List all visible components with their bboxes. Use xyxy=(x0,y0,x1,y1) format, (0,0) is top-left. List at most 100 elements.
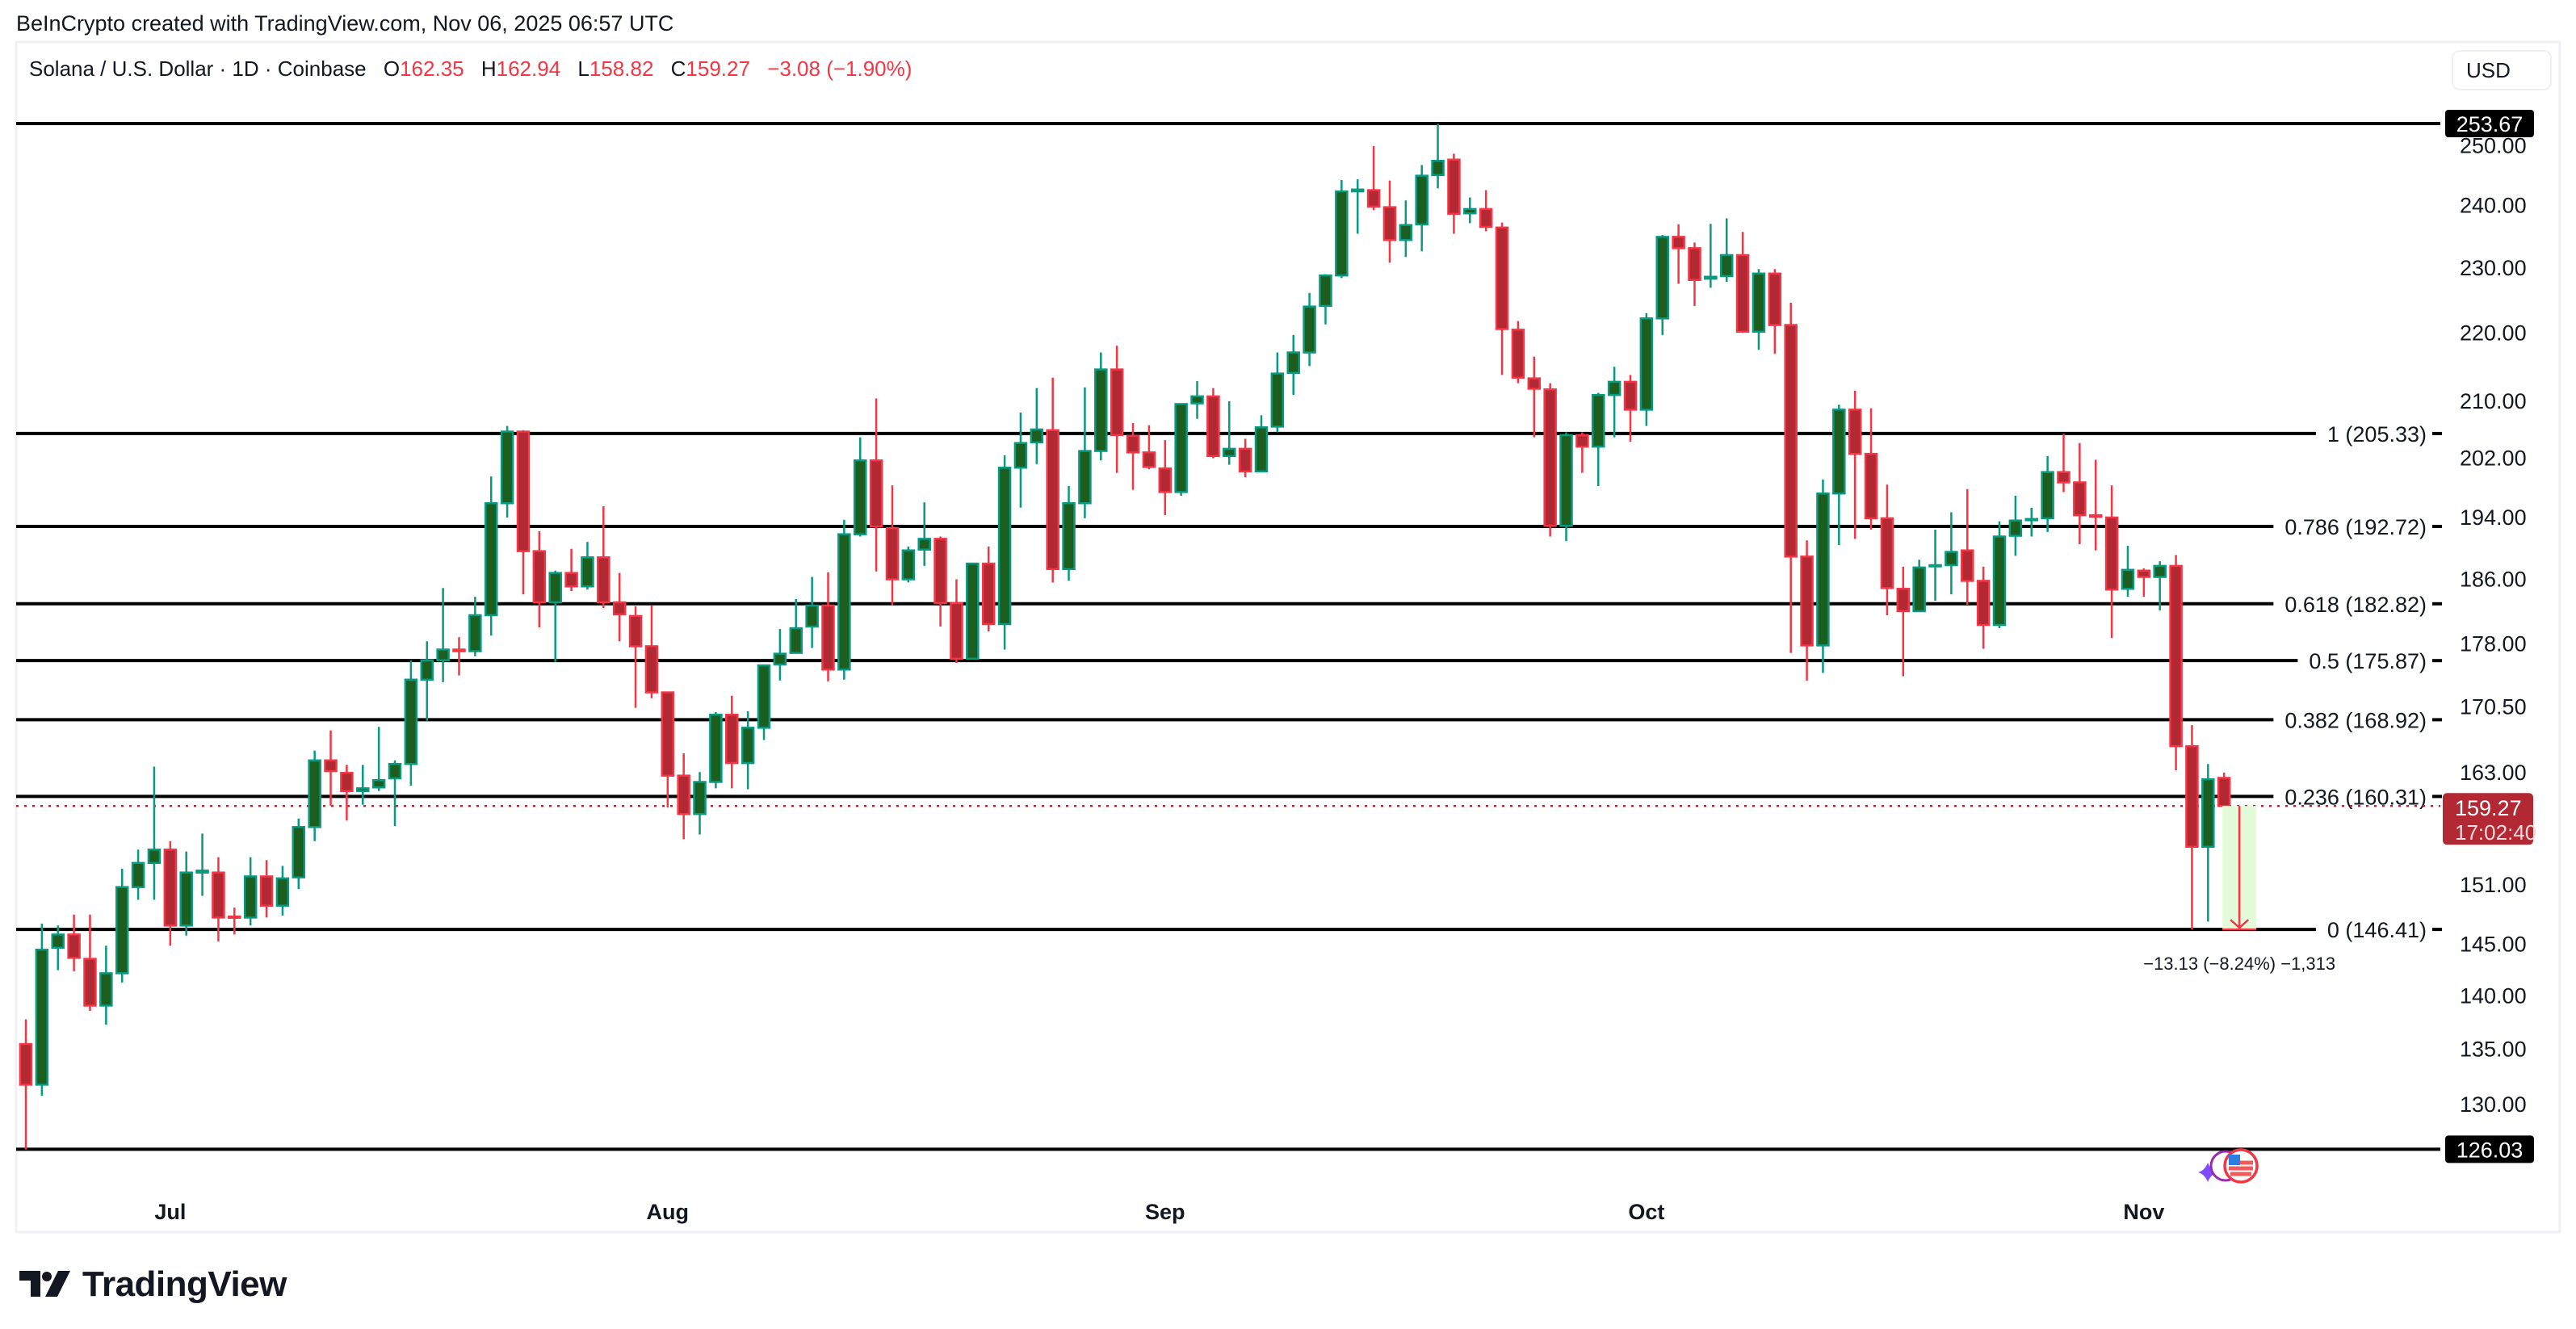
candle[interactable] xyxy=(35,923,49,1096)
candle[interactable] xyxy=(1399,200,1413,258)
candle[interactable] xyxy=(1688,242,1701,306)
candle[interactable] xyxy=(2153,561,2167,610)
candle[interactable] xyxy=(1158,440,1173,516)
candle[interactable] xyxy=(1238,438,1252,478)
candle[interactable] xyxy=(1415,165,1429,252)
candle[interactable] xyxy=(628,606,643,708)
candle[interactable] xyxy=(1768,269,1782,354)
candle[interactable] xyxy=(308,750,321,841)
candle[interactable] xyxy=(1992,521,2007,629)
candle[interactable] xyxy=(243,857,258,926)
candle[interactable] xyxy=(1286,334,1300,396)
candle[interactable] xyxy=(83,914,97,1011)
candle[interactable] xyxy=(51,925,65,971)
candle[interactable] xyxy=(1575,432,1589,473)
candle[interactable] xyxy=(1303,292,1316,367)
candle[interactable] xyxy=(1896,566,1911,677)
candle[interactable] xyxy=(2024,507,2038,537)
candle[interactable] xyxy=(1784,302,1798,653)
candle[interactable] xyxy=(1270,352,1285,433)
candle[interactable] xyxy=(966,562,980,660)
candle[interactable] xyxy=(597,505,610,608)
candle[interactable] xyxy=(1447,153,1461,234)
candle[interactable] xyxy=(950,579,963,663)
candle[interactable] xyxy=(1094,352,1108,461)
candle[interactable] xyxy=(388,760,402,827)
candle[interactable] xyxy=(195,833,209,896)
candle[interactable] xyxy=(677,753,690,840)
candle[interactable] xyxy=(548,570,562,662)
candle[interactable] xyxy=(1463,197,1477,224)
economic-events[interactable] xyxy=(2198,1148,2259,1184)
candle[interactable] xyxy=(997,455,1012,650)
candle[interactable] xyxy=(725,695,739,789)
candle[interactable] xyxy=(1592,392,1605,487)
candle[interactable] xyxy=(1607,367,1622,438)
candle[interactable] xyxy=(1030,388,1044,464)
candle[interactable] xyxy=(324,730,338,806)
candle[interactable] xyxy=(1206,388,1220,459)
candle[interactable] xyxy=(2057,434,2070,493)
candle[interactable] xyxy=(179,851,193,936)
candle[interactable] xyxy=(1335,179,1349,279)
candle[interactable] xyxy=(1078,387,1092,518)
candle[interactable] xyxy=(1142,425,1156,470)
candle[interactable] xyxy=(837,519,851,680)
candle[interactable] xyxy=(1511,321,1525,384)
candle[interactable] xyxy=(436,588,450,682)
candle[interactable] xyxy=(661,691,675,808)
candle[interactable] xyxy=(1366,145,1381,211)
candle[interactable] xyxy=(1559,432,1573,542)
candle[interactable] xyxy=(420,641,434,721)
candle[interactable] xyxy=(757,664,771,740)
price-range-measure[interactable]: −13.13 (−8.24%) −1,313 xyxy=(2143,806,2335,974)
candle[interactable] xyxy=(1735,232,1750,333)
candle[interactable] xyxy=(1126,422,1140,490)
symbol-title[interactable]: Solana / U.S. Dollar · 1D · Coinbase xyxy=(29,57,367,81)
candle[interactable] xyxy=(789,599,803,654)
candle[interactable] xyxy=(99,945,113,1025)
candle[interactable] xyxy=(981,546,996,632)
candle[interactable] xyxy=(885,485,900,606)
candle[interactable] xyxy=(869,398,883,572)
candle[interactable] xyxy=(821,572,835,681)
candle[interactable] xyxy=(1495,222,1509,375)
candle[interactable] xyxy=(115,868,129,983)
candle[interactable] xyxy=(2169,555,2183,770)
candle[interactable] xyxy=(1543,383,1557,537)
candle[interactable] xyxy=(1639,312,1654,426)
candle[interactable] xyxy=(19,1019,33,1150)
candle[interactable] xyxy=(1961,488,1974,605)
candle[interactable] xyxy=(901,546,916,583)
candle[interactable] xyxy=(259,860,274,918)
candle[interactable] xyxy=(1976,566,1991,649)
candle[interactable] xyxy=(2121,545,2135,597)
candle[interactable] xyxy=(2088,459,2103,551)
candle[interactable] xyxy=(740,711,755,790)
currency-button[interactable]: USD xyxy=(2452,50,2552,90)
candle[interactable] xyxy=(2137,568,2151,597)
candle[interactable] xyxy=(1752,269,1766,350)
candle[interactable] xyxy=(2217,772,2231,811)
candle[interactable] xyxy=(404,660,418,786)
candle[interactable] xyxy=(2104,485,2119,639)
candle[interactable] xyxy=(1623,375,1638,442)
candle[interactable] xyxy=(917,502,931,566)
candle[interactable] xyxy=(1848,391,1862,539)
candle[interactable] xyxy=(67,914,81,971)
candle[interactable] xyxy=(693,772,707,835)
candle[interactable] xyxy=(1719,218,1734,283)
candle[interactable] xyxy=(2041,455,2054,532)
candle[interactable] xyxy=(1190,381,1204,419)
candle[interactable] xyxy=(163,841,178,946)
candle[interactable] xyxy=(1832,405,1846,545)
candle[interactable] xyxy=(805,576,819,648)
candle[interactable] xyxy=(1704,224,1718,288)
candle[interactable] xyxy=(1527,356,1542,438)
candle[interactable] xyxy=(532,530,547,628)
candle[interactable] xyxy=(1928,529,1942,602)
candle[interactable] xyxy=(773,629,787,681)
candle[interactable] xyxy=(1800,540,1814,681)
candle[interactable] xyxy=(356,765,370,805)
